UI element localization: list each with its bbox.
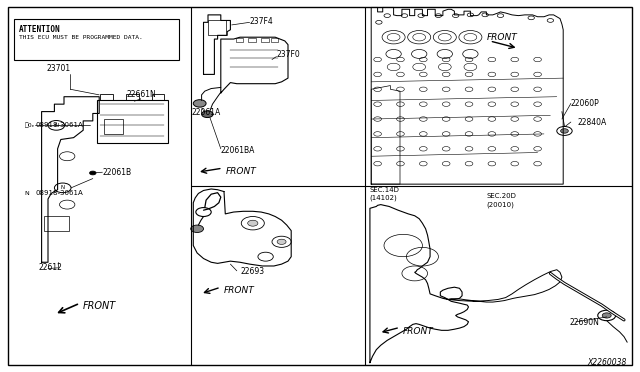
Text: 08918-3061A: 08918-3061A <box>35 122 83 128</box>
Text: 22612: 22612 <box>38 263 62 272</box>
Text: SEC.14D: SEC.14D <box>369 187 399 193</box>
Circle shape <box>193 100 206 107</box>
Text: ATTENTION: ATTENTION <box>19 25 61 34</box>
Bar <box>236 38 243 42</box>
Bar <box>104 119 123 134</box>
Text: FRONT: FRONT <box>83 301 116 311</box>
Text: 22690N: 22690N <box>570 318 600 327</box>
Text: (20010): (20010) <box>486 201 515 208</box>
Text: 22661N: 22661N <box>126 90 156 99</box>
Text: N: N <box>61 185 65 190</box>
Bar <box>100 94 113 100</box>
Text: 23701: 23701 <box>46 64 70 73</box>
Text: SEC.20D: SEC.20D <box>486 193 516 199</box>
Text: X2260038: X2260038 <box>588 358 627 367</box>
Bar <box>271 38 278 42</box>
Text: FRONT: FRONT <box>486 33 517 42</box>
Text: 22061B: 22061B <box>102 168 132 177</box>
Text: FRONT: FRONT <box>403 327 434 336</box>
Bar <box>97 100 168 143</box>
Text: FRONT: FRONT <box>225 167 256 176</box>
Bar <box>208 20 226 35</box>
Text: 08918-3061A: 08918-3061A <box>35 190 83 196</box>
Text: 22061A: 22061A <box>192 108 221 117</box>
Circle shape <box>202 111 213 118</box>
Circle shape <box>191 225 204 232</box>
Text: (14102): (14102) <box>369 195 397 201</box>
Text: 237F4: 237F4 <box>250 17 273 26</box>
Text: ␐0ₑ: ␐0ₑ <box>24 122 35 128</box>
Text: FRONT: FRONT <box>224 286 255 295</box>
Bar <box>44 216 69 231</box>
Text: N: N <box>54 123 58 128</box>
Bar <box>14 19 179 60</box>
Bar <box>248 38 256 42</box>
Circle shape <box>248 220 258 226</box>
Bar <box>126 94 139 100</box>
Circle shape <box>561 129 568 133</box>
Circle shape <box>90 171 96 175</box>
Bar <box>261 38 269 42</box>
Text: N: N <box>24 191 29 196</box>
Bar <box>152 94 164 100</box>
Text: THIS ECU MUST BE PROGRAMMED DATA.: THIS ECU MUST BE PROGRAMMED DATA. <box>19 35 143 40</box>
Text: 22693: 22693 <box>241 267 265 276</box>
Text: 237F0: 237F0 <box>276 50 300 59</box>
Circle shape <box>602 313 611 318</box>
Circle shape <box>277 239 286 244</box>
Text: 22061BA: 22061BA <box>221 146 255 155</box>
Text: 22840A: 22840A <box>577 118 607 126</box>
Text: 22060P: 22060P <box>571 99 600 108</box>
